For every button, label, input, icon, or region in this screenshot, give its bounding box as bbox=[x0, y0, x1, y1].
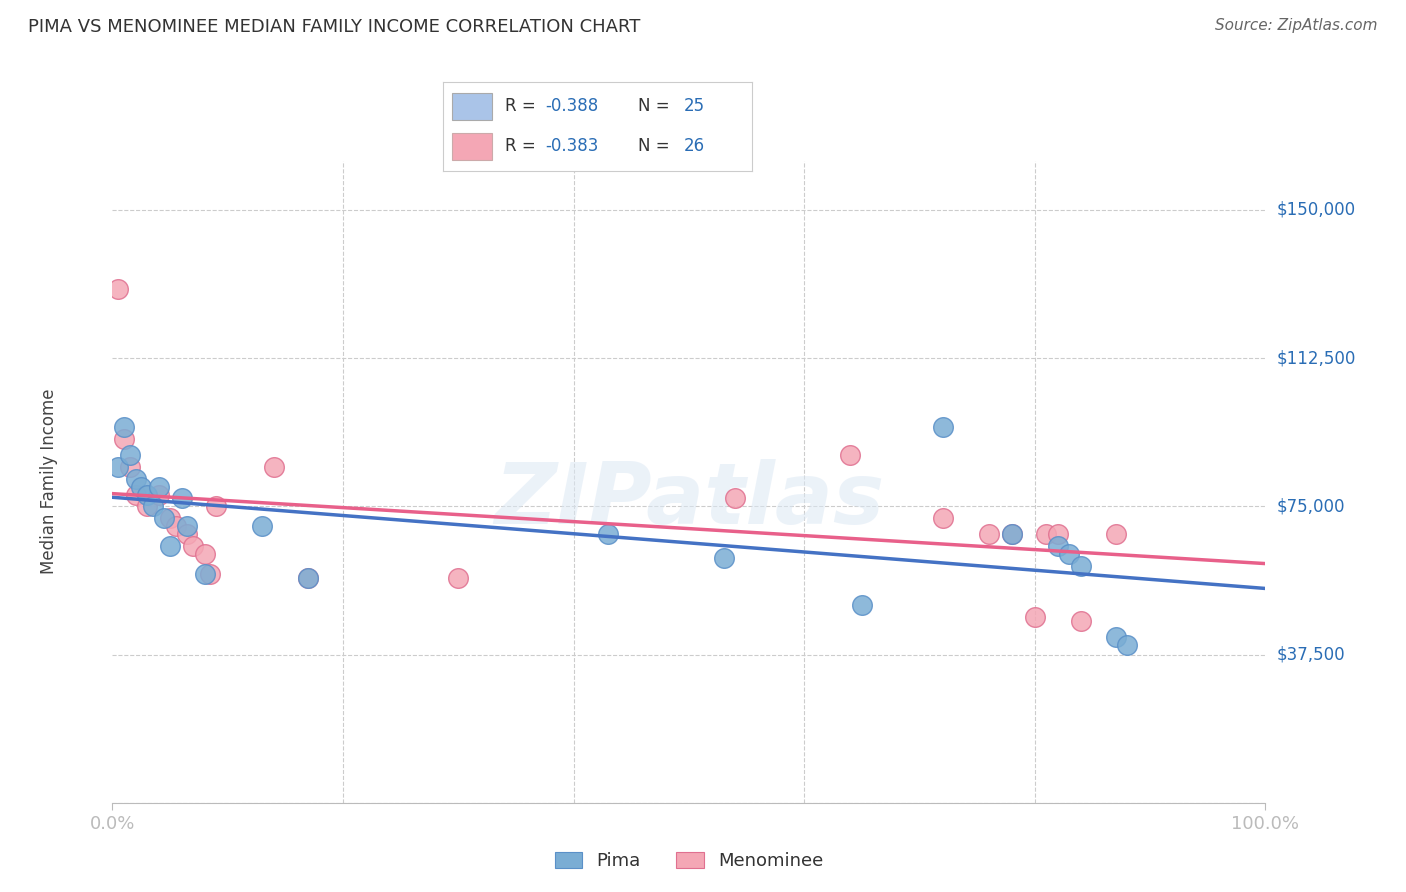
Point bbox=[194, 566, 217, 581]
Point bbox=[1001, 527, 1024, 541]
Point bbox=[129, 480, 153, 494]
Point bbox=[851, 598, 873, 612]
Text: -0.383: -0.383 bbox=[546, 137, 599, 155]
Point bbox=[118, 448, 141, 462]
Point bbox=[194, 547, 217, 561]
Point bbox=[200, 566, 222, 581]
Point bbox=[1070, 558, 1092, 573]
Point bbox=[713, 550, 735, 565]
Point bbox=[1070, 614, 1092, 628]
Point bbox=[724, 491, 747, 506]
Point bbox=[1059, 547, 1081, 561]
Point bbox=[1046, 539, 1069, 553]
Point bbox=[118, 459, 141, 474]
Point bbox=[1116, 638, 1139, 652]
Point bbox=[176, 519, 198, 533]
Point bbox=[1104, 527, 1126, 541]
Text: 25: 25 bbox=[685, 97, 706, 115]
Text: R =: R = bbox=[505, 97, 541, 115]
Text: $75,000: $75,000 bbox=[1277, 498, 1346, 516]
Point bbox=[297, 570, 319, 584]
Point bbox=[252, 519, 274, 533]
Point bbox=[112, 432, 135, 446]
Point bbox=[124, 472, 146, 486]
Point bbox=[107, 282, 129, 296]
Point bbox=[176, 527, 198, 541]
Point bbox=[165, 519, 187, 533]
Point bbox=[205, 500, 228, 514]
Point bbox=[1104, 630, 1126, 644]
Text: N =: N = bbox=[638, 97, 675, 115]
Text: ZIPatlas: ZIPatlas bbox=[494, 459, 884, 542]
Point bbox=[263, 459, 285, 474]
Point bbox=[159, 539, 181, 553]
Point bbox=[447, 570, 470, 584]
Text: R =: R = bbox=[505, 137, 541, 155]
Point bbox=[170, 491, 193, 506]
FancyBboxPatch shape bbox=[453, 133, 492, 160]
Point bbox=[1046, 527, 1069, 541]
Text: PIMA VS MENOMINEE MEDIAN FAMILY INCOME CORRELATION CHART: PIMA VS MENOMINEE MEDIAN FAMILY INCOME C… bbox=[28, 18, 641, 36]
Point bbox=[148, 487, 170, 501]
Text: $112,500: $112,500 bbox=[1277, 349, 1355, 368]
Point bbox=[142, 500, 165, 514]
Point bbox=[1035, 527, 1057, 541]
Text: 26: 26 bbox=[685, 137, 706, 155]
Point bbox=[136, 487, 159, 501]
Text: Median Family Income: Median Family Income bbox=[39, 389, 58, 574]
Point bbox=[112, 420, 135, 434]
Text: $150,000: $150,000 bbox=[1277, 201, 1355, 219]
Point bbox=[148, 480, 170, 494]
Point bbox=[931, 511, 953, 525]
Point bbox=[159, 511, 181, 525]
Point bbox=[297, 570, 319, 584]
Point bbox=[598, 527, 620, 541]
FancyBboxPatch shape bbox=[453, 93, 492, 120]
Legend: Pima, Menominee: Pima, Menominee bbox=[547, 845, 831, 877]
Point bbox=[839, 448, 862, 462]
Point bbox=[153, 511, 176, 525]
Text: -0.388: -0.388 bbox=[546, 97, 598, 115]
Point bbox=[107, 459, 129, 474]
Point bbox=[1024, 610, 1046, 624]
Point bbox=[931, 420, 953, 434]
Point bbox=[977, 527, 1000, 541]
Point bbox=[136, 500, 159, 514]
Point bbox=[181, 539, 204, 553]
Text: $37,500: $37,500 bbox=[1277, 646, 1346, 664]
Text: N =: N = bbox=[638, 137, 675, 155]
Point bbox=[1001, 527, 1024, 541]
Point bbox=[124, 487, 146, 501]
Text: Source: ZipAtlas.com: Source: ZipAtlas.com bbox=[1215, 18, 1378, 33]
